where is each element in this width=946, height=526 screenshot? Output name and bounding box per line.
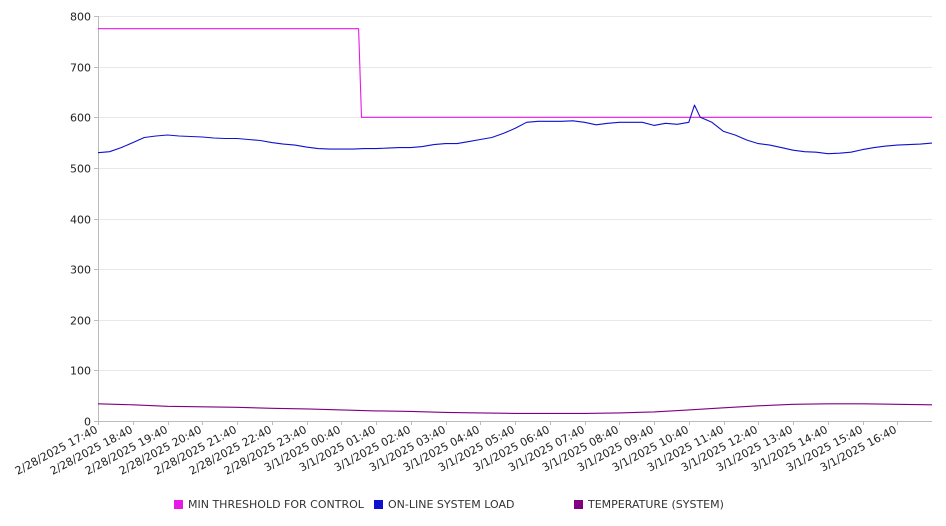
y-tick-label: 400 <box>70 214 91 227</box>
y-tick-label: 800 <box>70 11 91 24</box>
y-tick-label: 600 <box>70 112 91 125</box>
series-line-0 <box>98 28 932 118</box>
legend-label-min-threshold: MIN THRESHOLD FOR CONTROL <box>188 498 364 511</box>
legend-swatch-temperature <box>574 500 583 509</box>
series-line-1 <box>97 104 933 155</box>
legend-swatch-system-load <box>374 500 383 509</box>
legend-swatch-min-threshold <box>174 500 183 509</box>
y-tick-label: 200 <box>70 315 91 328</box>
legend-item-min-threshold[interactable]: MIN THRESHOLD FOR CONTROL <box>174 497 364 513</box>
y-tick-label: 100 <box>70 365 91 378</box>
legend-label-temperature: TEMPERATURE (SYSTEM) <box>588 498 724 511</box>
series-lines <box>97 28 933 414</box>
y-tick-label: 500 <box>70 163 91 176</box>
legend-label-system-load: ON-LINE SYSTEM LOAD <box>388 498 515 511</box>
y-tick-label: 700 <box>70 62 91 75</box>
gridlines <box>98 16 932 371</box>
legend: MIN THRESHOLD FOR CONTROL ON-LINE SYSTEM… <box>0 497 946 515</box>
series-line-2 <box>97 403 933 414</box>
y-tick-label: 300 <box>70 264 91 277</box>
x-tick-labels: 2/28/2025 17:402/28/2025 18:402/28/2025 … <box>13 423 899 477</box>
y-tick-labels: 0 100 200 300 400 500 600 700 800 <box>70 11 91 429</box>
legend-item-temperature[interactable]: TEMPERATURE (SYSTEM) <box>574 497 724 513</box>
y-tick-label: 0 <box>84 416 91 429</box>
legend-item-system-load[interactable]: ON-LINE SYSTEM LOAD <box>374 497 514 513</box>
axes <box>94 16 932 425</box>
